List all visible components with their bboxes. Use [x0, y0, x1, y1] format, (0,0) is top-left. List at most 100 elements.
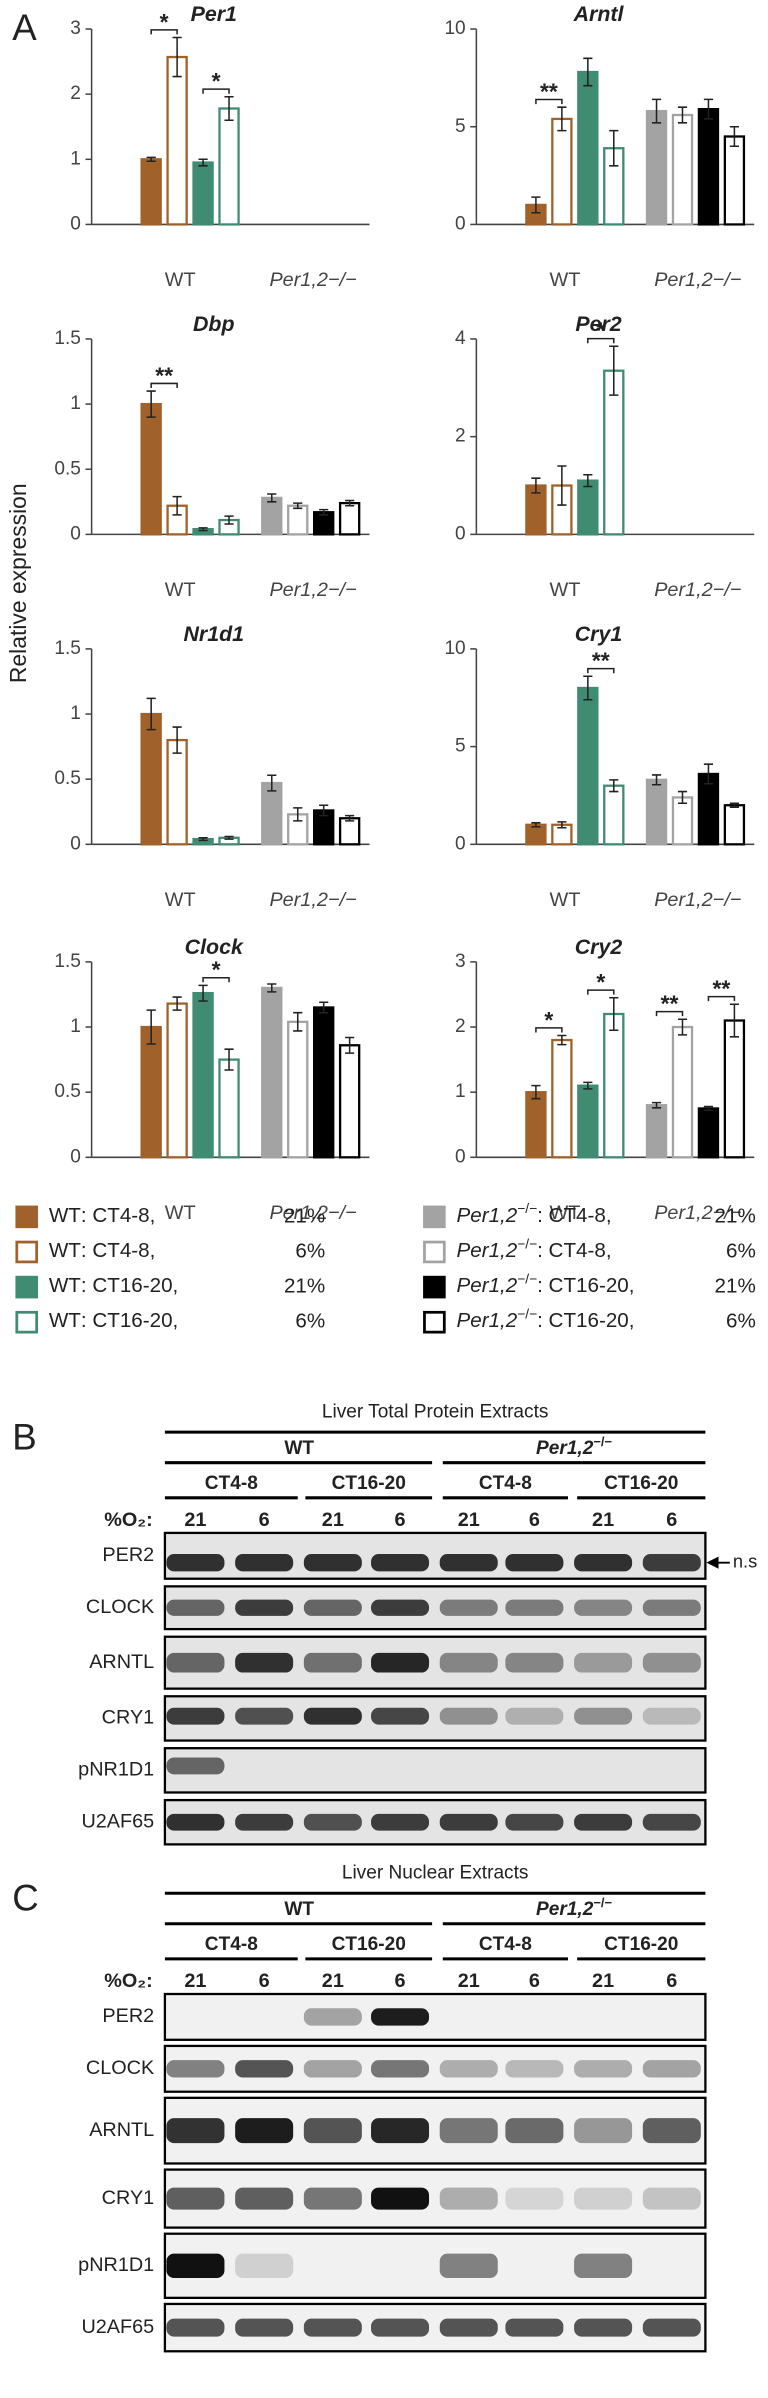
legend-genotype: WT — [49, 1275, 81, 1298]
legend-swatch — [15, 1275, 39, 1299]
x-tick-label: Per1,2−/− — [269, 889, 356, 911]
lane-label: 6 — [529, 1509, 540, 1531]
blot-band — [439, 1813, 498, 1831]
y-tick-label: 3 — [70, 18, 81, 39]
blot-band — [505, 2187, 564, 2210]
blot-band — [642, 1652, 701, 1673]
legend-time: : CT16-20, — [537, 1275, 634, 1298]
y-tick-label: 0 — [70, 523, 81, 544]
y-tick-label: 0 — [455, 213, 466, 234]
x-tick-label: WT — [165, 889, 196, 911]
blot-band — [303, 2318, 362, 2337]
blot-band — [303, 2060, 362, 2078]
oxygen-label: %O₂: — [104, 1509, 152, 1531]
blot-band — [439, 2060, 498, 2078]
legend-swatch — [423, 1240, 446, 1264]
x-tick-label: Per1,2−/− — [654, 269, 741, 291]
blot-band — [235, 2060, 294, 2078]
y-tick-label: 4 — [455, 328, 466, 349]
oxygen-label: %O₂: — [104, 1970, 152, 1992]
y-tick-label: 10 — [444, 638, 465, 659]
blot-band — [439, 1599, 498, 1616]
error-bar — [198, 158, 208, 167]
lane-label: 6 — [259, 1509, 270, 1531]
legend-oxygen: 6% — [726, 1239, 756, 1262]
significance-label: ** — [155, 362, 173, 388]
blot-band — [166, 1553, 225, 1572]
row-label: CLOCK — [86, 2057, 154, 2079]
error-bar — [677, 1018, 688, 1036]
bar — [723, 1019, 746, 1159]
error-bar — [583, 1081, 593, 1090]
x-tick-label: Per1,2−/− — [654, 1202, 741, 1224]
row-label: PER2 — [102, 2005, 154, 2027]
error-bar — [224, 515, 234, 525]
blot-band — [235, 1553, 294, 1572]
bar — [697, 107, 720, 226]
significance-label: ** — [540, 78, 558, 104]
x-tick-label: WT — [550, 1202, 581, 1224]
blot-band — [371, 1707, 430, 1725]
legend-time: : CT16-20, — [537, 1310, 634, 1333]
genotype-name: Per1,2 — [536, 1438, 594, 1459]
significance-bracket — [535, 98, 563, 105]
blot-band — [166, 2060, 225, 2078]
lane-label: 21 — [322, 1509, 344, 1531]
bar — [218, 107, 240, 226]
bar — [645, 109, 668, 226]
note-arrow — [706, 1556, 730, 1569]
time-label: CT4-8 — [205, 1934, 258, 1955]
bar — [192, 161, 214, 226]
blot-strip — [163, 1992, 707, 2041]
legend-label: Per1,2−/−: CT16-20, — [457, 1271, 635, 1297]
lane-label: 6 — [666, 1970, 677, 1992]
bar — [192, 992, 214, 1159]
blot-band — [303, 2008, 362, 2026]
bar — [697, 772, 720, 846]
legend-superscript: −/− — [517, 1236, 537, 1251]
legend-oxygen: 6% — [295, 1239, 325, 1262]
y-tick-label: 1.5 — [54, 638, 81, 659]
bar — [140, 712, 162, 846]
bar — [645, 778, 668, 846]
row-label: pNR1D1 — [78, 2254, 154, 2276]
legend-superscript: −/− — [517, 1306, 537, 1321]
lane-label: 21 — [458, 1970, 480, 1992]
legend-superscript: −/− — [517, 1271, 537, 1286]
error-bar — [172, 726, 182, 754]
lane-label: 21 — [184, 1509, 206, 1531]
blot-band — [235, 1599, 294, 1616]
y-tick-label: 1 — [455, 1081, 466, 1102]
legend-superscript: −/− — [517, 1201, 537, 1216]
blot-band — [166, 1652, 225, 1673]
bar — [577, 1084, 599, 1159]
error-bar — [267, 493, 277, 503]
blot-band — [574, 2060, 633, 2078]
bar — [338, 817, 361, 846]
note-label: n.s — [733, 1551, 757, 1572]
blot-band — [166, 2253, 225, 2278]
blot-band — [371, 1553, 430, 1572]
bar — [261, 496, 283, 536]
legend-time: : CT16-20, — [81, 1310, 178, 1333]
error-bar — [583, 474, 593, 488]
time-label: CT16-20 — [604, 1473, 678, 1494]
significance-bracket — [655, 1010, 684, 1017]
bar — [671, 1025, 694, 1159]
blot-band — [642, 1599, 701, 1616]
x-tick-label: WT — [550, 889, 581, 911]
row-label: PER2 — [102, 1544, 154, 1566]
error-bar — [267, 774, 277, 792]
row-label: CRY1 — [102, 1707, 155, 1729]
error-bar — [172, 495, 182, 516]
blot-band — [235, 1707, 294, 1725]
blot-band — [439, 2118, 498, 2144]
blot-band — [166, 2187, 225, 2210]
chart-title: Nr1d1 — [183, 622, 244, 646]
significance-bracket — [587, 337, 615, 344]
legend-genotype: Per1,2 — [457, 1310, 518, 1333]
blot-band — [371, 2008, 430, 2026]
row-label: CRY1 — [102, 2187, 155, 2209]
error-bar — [531, 477, 541, 494]
error-bar — [293, 1011, 303, 1032]
